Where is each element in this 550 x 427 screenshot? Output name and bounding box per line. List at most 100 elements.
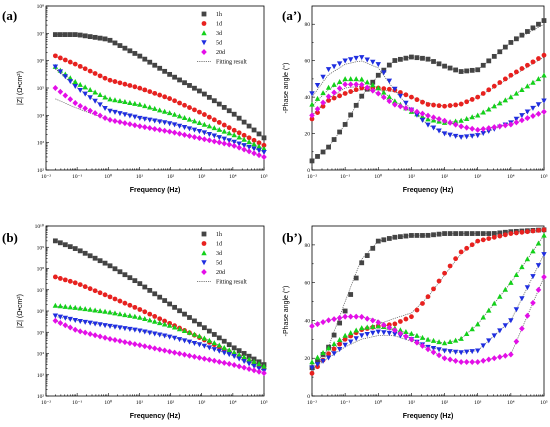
data-point-1h: [536, 21, 541, 27]
data-point-20d: [151, 125, 158, 132]
data-point-20d: [176, 130, 183, 137]
data-point-3d: [256, 361, 262, 367]
data-point-1d: [414, 307, 420, 313]
data-point-3d: [359, 76, 365, 82]
data-point-1h: [142, 56, 148, 62]
data-point-1d: [447, 103, 453, 108]
data-point-1h: [206, 328, 212, 334]
data-point-5d: [535, 102, 542, 108]
data-point-3d: [92, 89, 98, 95]
data-point-20d: [485, 125, 492, 132]
data-point-1h: [392, 234, 398, 240]
data-point-20d: [325, 93, 332, 100]
data-point-5d: [87, 320, 93, 326]
data-point-20d: [226, 141, 233, 148]
data-point-20d: [72, 100, 79, 107]
data-point-20d: [186, 132, 193, 139]
x-tick-label: 10²: [441, 174, 449, 180]
data-point-3d: [256, 143, 262, 149]
data-point-1h: [403, 233, 409, 239]
legend-marker-1h: [201, 231, 207, 237]
y-tick-label: 20: [305, 132, 311, 138]
data-point-5d: [241, 143, 247, 149]
data-point-1h: [157, 294, 163, 300]
data-point-1h: [480, 62, 486, 68]
data-point-3d: [201, 121, 208, 127]
x-tick-label: 10⁴: [507, 400, 515, 406]
data-point-20d: [474, 126, 481, 133]
data-point-1d: [231, 127, 237, 133]
data-point-1h: [147, 287, 153, 293]
data-point-20d: [92, 110, 98, 117]
data-point-5d: [359, 333, 365, 339]
data-point-1h: [112, 266, 118, 272]
data-point-1h: [486, 231, 492, 236]
legend-label: 20d: [216, 50, 225, 56]
data-point-20d: [386, 324, 393, 331]
data-point-1d: [52, 53, 58, 59]
data-point-1d: [420, 99, 425, 105]
data-point-20d: [458, 123, 464, 130]
data-point-5d: [181, 338, 188, 344]
data-point-20d: [82, 105, 88, 112]
data-point-20d: [408, 336, 415, 343]
data-point-1h: [458, 69, 464, 74]
data-point-5d: [112, 324, 118, 330]
data-point-20d: [414, 339, 420, 346]
data-point-20d: [508, 121, 514, 128]
data-point-1d: [508, 72, 514, 78]
data-point-3d: [166, 322, 173, 328]
data-point-3d: [201, 335, 208, 341]
data-point-3d: [519, 87, 525, 93]
data-point-3d: [127, 99, 133, 105]
data-point-3d: [336, 336, 343, 342]
data-point-1h: [337, 129, 343, 135]
data-point-20d: [447, 119, 453, 126]
data-point-1h: [67, 244, 73, 250]
x-tick-label: 10¹: [408, 174, 416, 180]
data-point-3d: [502, 97, 509, 103]
data-point-3d: [353, 76, 359, 82]
data-point-3d: [314, 354, 321, 360]
data-point-20d: [524, 312, 531, 319]
data-point-20d: [480, 357, 487, 364]
data-point-20d: [485, 356, 492, 363]
data-point-20d: [211, 357, 218, 364]
data-point-5d: [475, 348, 481, 354]
data-point-20d: [191, 353, 198, 360]
y-tick-label: 60: [305, 281, 311, 287]
data-point-20d: [414, 108, 420, 115]
data-point-5d: [77, 318, 83, 324]
data-point-1h: [386, 236, 392, 241]
data-point-1d: [397, 319, 403, 324]
data-point-3d: [246, 139, 252, 145]
data-point-1h: [177, 308, 182, 314]
data-point-1h: [72, 246, 78, 251]
data-point-1d: [541, 52, 547, 58]
data-point-20d: [221, 359, 228, 366]
data-point-1h: [122, 272, 128, 278]
data-point-20d: [246, 148, 252, 155]
data-point-1h: [353, 102, 359, 108]
data-point-5d: [392, 86, 398, 92]
data-point-1d: [464, 245, 470, 251]
data-point-5d: [309, 365, 315, 371]
data-point-3d: [181, 328, 188, 334]
x-tick-label: 10³: [474, 174, 482, 180]
data-point-5d: [92, 321, 98, 327]
data-point-20d: [107, 116, 113, 123]
data-point-5d: [147, 117, 153, 123]
data-point-1d: [152, 90, 158, 96]
data-point-1d: [530, 228, 536, 234]
data-point-20d: [513, 338, 520, 345]
data-point-20d: [474, 359, 481, 365]
data-point-1h: [142, 284, 148, 290]
data-point-5d: [156, 119, 163, 125]
data-point-20d: [497, 353, 503, 360]
data-point-5d: [331, 351, 337, 357]
data-point-20d: [524, 115, 531, 122]
data-point-3d: [436, 339, 442, 345]
data-point-1d: [162, 94, 168, 100]
data-point-3d: [261, 145, 267, 151]
data-point-5d: [201, 343, 208, 349]
